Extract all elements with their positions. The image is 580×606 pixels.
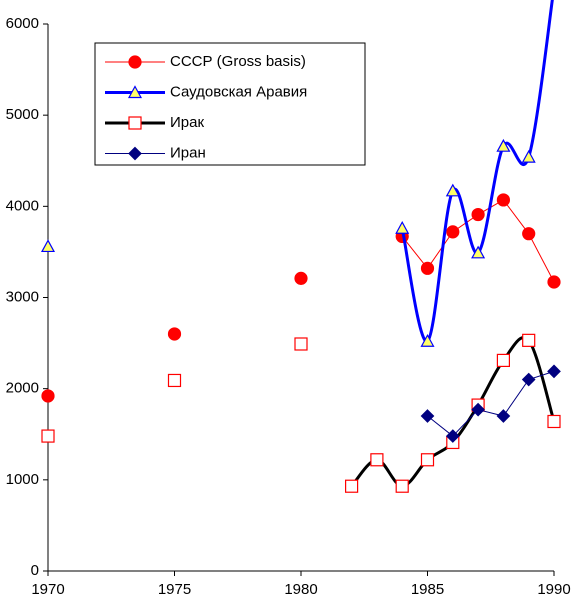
x-tick-label: 1985: [411, 581, 444, 598]
legend-marker: [128, 116, 142, 130]
marker: [547, 364, 561, 379]
marker: [471, 207, 485, 222]
marker: [40, 239, 56, 253]
legend-label: Ирак: [170, 114, 204, 131]
marker: [522, 333, 536, 347]
marker: [420, 453, 435, 467]
x-tick-label: 1990: [537, 581, 570, 598]
marker: [547, 275, 561, 289]
x-tick-label: 1980: [284, 581, 317, 598]
marker: [522, 227, 536, 241]
y-tick-label: 4000: [6, 197, 39, 214]
legend-marker: [128, 146, 142, 161]
marker: [41, 389, 55, 403]
legend-label: Саудовская Аравия: [170, 83, 307, 100]
marker: [445, 183, 460, 197]
marker: [294, 337, 308, 351]
marker: [167, 327, 182, 341]
marker: [395, 220, 410, 234]
marker: [41, 429, 55, 443]
series-line: [400, 0, 554, 343]
x-tick-label: 1975: [158, 581, 191, 598]
marker: [420, 334, 435, 347]
marker: [420, 409, 435, 423]
y-tick-label: 0: [31, 562, 39, 579]
marker: [496, 193, 510, 207]
marker: [445, 429, 460, 443]
y-tick-label: 2000: [6, 380, 39, 397]
plot-area: [40, 0, 561, 493]
marker: [167, 373, 182, 388]
marker: [521, 149, 536, 163]
marker: [294, 271, 308, 285]
marker: [547, 414, 561, 429]
marker: [395, 479, 409, 493]
marker: [471, 402, 485, 417]
marker: [345, 479, 359, 493]
legend-label: Иран: [170, 144, 206, 161]
y-tick-label: 1000: [6, 471, 39, 488]
marker: [521, 372, 536, 387]
y-tick-label: 5000: [6, 106, 39, 123]
y-tick-label: 6000: [6, 15, 39, 32]
marker: [446, 225, 460, 239]
marker: [420, 261, 435, 275]
legend-marker: [127, 85, 143, 99]
legend-marker: [128, 55, 142, 69]
marker: [471, 245, 486, 259]
marker: [496, 138, 511, 152]
x-tick-label: 1970: [31, 581, 64, 598]
marker: [370, 453, 384, 467]
y-tick-label: 3000: [6, 288, 39, 305]
legend-label: СССР (Gross basis): [170, 53, 306, 70]
marker: [496, 353, 510, 368]
marker: [496, 409, 511, 423]
